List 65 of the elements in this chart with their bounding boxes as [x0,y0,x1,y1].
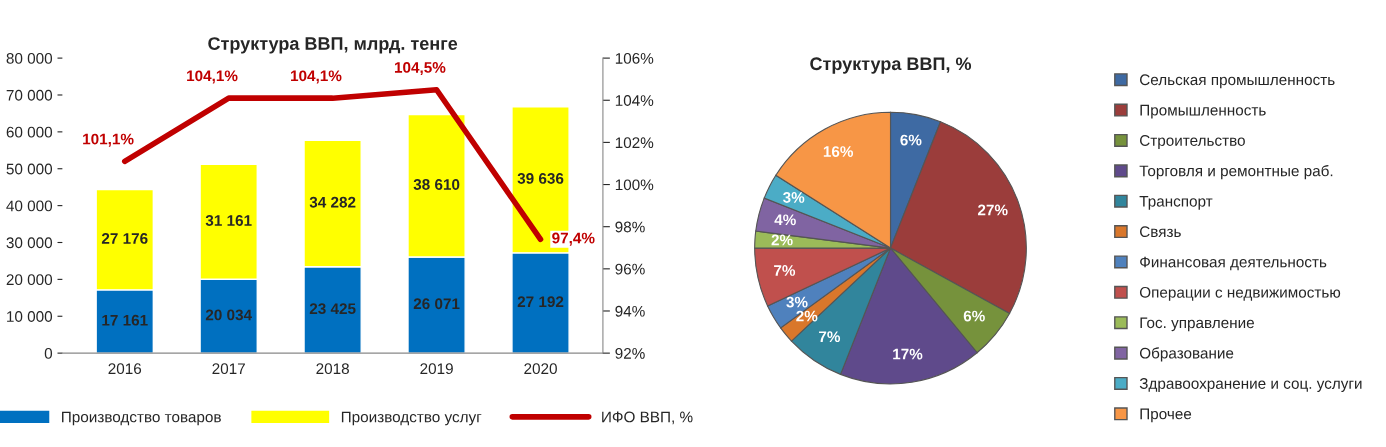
data-label: 34 282 [309,196,356,208]
data-label: 27 176 [101,233,148,244]
y2-tick-label: 100% [615,179,654,191]
y2-tick-label: 94% [615,305,645,317]
data-label: 16% [823,146,854,157]
legend-label: Образование [1139,347,1234,362]
legend-label: Промышленность [1140,104,1266,119]
y-tick-label: 30 000 [6,237,53,249]
y2-tick-label: 102% [615,137,654,149]
data-label: 97,4% [552,232,595,246]
data-label: 20 034 [205,309,252,321]
data-label: 23 425 [309,303,356,315]
y2-tick-label: 98% [615,221,645,233]
data-label: 17% [893,348,923,360]
x-tick-label: 2019 [420,363,453,375]
y-tick-label: 0 [44,348,53,359]
legend-label: Транспорт [1139,196,1213,210]
y-tick-label: 70 000 [6,89,53,101]
y-tick-label: 80 000 [6,52,53,64]
legend-label: Производство товаров [62,411,221,426]
data-label: 104,1% [291,70,342,84]
data-label: 27 192 [517,296,564,308]
y-tick-label: 10 000 [7,311,53,322]
data-label: 101,1% [83,133,134,147]
data-label: 6% [900,134,922,146]
legend-label: Производство услуг [341,411,482,426]
legend-label: Финансовая деятельность [1140,256,1327,271]
legend-label: Торговля и ремонтные раб. [1139,164,1333,180]
data-label: 2% [771,234,793,246]
data-label: 27% [977,204,1008,216]
data-label: 6% [963,310,985,322]
x-tick-label: 2017 [212,363,245,375]
x-tick-label: 2020 [524,363,557,375]
chart-title: Структура ВВП, млрд. тенге [208,37,458,54]
legend-label: Прочее [1140,408,1192,423]
x-tick-label: 2018 [316,363,349,375]
legend-label: Строительство [1140,135,1245,149]
x-tick-label: 2016 [108,363,142,375]
legend-label: Гос. управление [1140,317,1254,332]
data-label: 104,1% [187,70,238,84]
legend-label: Здравоохранение и соц. услуги [1139,378,1362,392]
y-tick-label: 20 000 [6,274,53,286]
y-tick-label: 60 000 [6,126,53,138]
data-label: 3% [783,192,805,203]
chart-title: Структура ВВП, % [810,57,972,74]
data-label: 26 071 [413,298,460,310]
data-label: 31 161 [205,215,252,226]
data-label: 7% [819,331,841,343]
legend-label: Связь [1140,226,1181,238]
y2-tick-label: 104% [615,95,654,106]
data-label: 7% [774,265,796,276]
data-label: 3% [786,296,808,308]
legend-label: Сельская промышленность [1140,74,1335,89]
data-label: 4% [774,214,796,226]
data-label: 38 610 [413,179,460,190]
data-label: 104,5% [394,61,446,76]
y-tick-label: 40 000 [6,200,53,212]
data-label: 39 636 [517,173,564,184]
data-label: 17 161 [102,314,148,326]
legend-label: Операции с недвижимостью [1139,286,1341,301]
y2-tick-label: 106% [615,52,654,64]
y2-tick-label: 96% [615,263,645,275]
legend-label: ИФО ВВП, % [602,411,693,425]
y-tick-label: 50 000 [6,163,53,175]
y2-tick-label: 92% [615,348,645,359]
